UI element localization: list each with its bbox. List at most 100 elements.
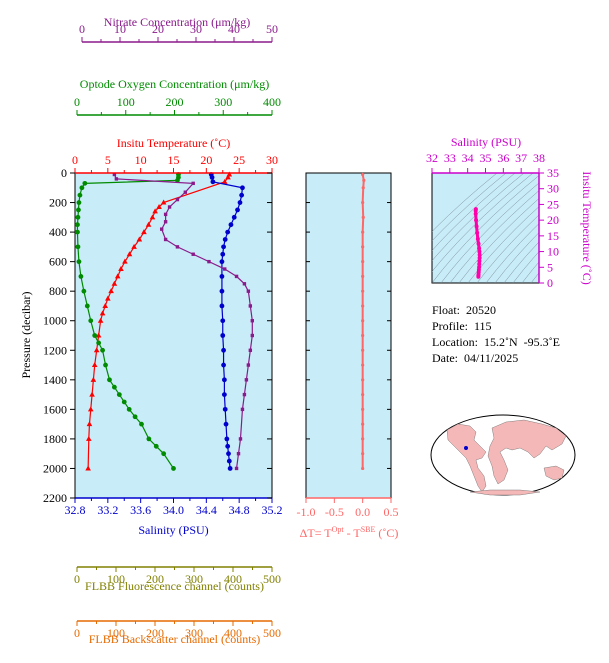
ts-diagram-series <box>473 207 482 279</box>
temperature-axis-tick-label: 5 <box>105 153 111 167</box>
salinity-point <box>220 318 226 324</box>
optode-oxygen-concentration-point <box>103 362 108 368</box>
nitrate-concentration-point <box>246 363 251 367</box>
insitu-temperature-point <box>85 465 91 471</box>
ts-profile-point <box>477 255 482 260</box>
salinity-axis-tick-label: 34.8 <box>229 503 250 517</box>
map-land-australia <box>543 465 565 481</box>
ts-density-contour <box>503 241 539 283</box>
nitrate-concentration-point <box>114 177 119 181</box>
nitrate-concentration-point <box>240 407 245 412</box>
pressure-tick-label: 400 <box>49 225 67 239</box>
nitrate-concentration-point <box>223 267 227 271</box>
optode-oxygen-concentration-point <box>77 192 83 198</box>
salinity-point <box>221 377 227 383</box>
ts-profile-point <box>473 208 478 213</box>
insitu-temperature-point <box>102 302 109 308</box>
salinity-point <box>222 406 228 412</box>
pressure-tick-label: 0 <box>61 166 67 180</box>
optode-oxygen-concentration-point <box>75 229 80 235</box>
optode-oxygen-concentration-point <box>81 288 87 294</box>
ts-profile-point <box>477 262 482 267</box>
temperature-axis-tick-label: 30 <box>266 153 278 167</box>
insitu-temperature-point <box>91 362 98 368</box>
salinity-point <box>239 192 245 198</box>
nitrate-concentration-point <box>242 392 247 397</box>
fluorescence-axis-title: FLBB Fluorescence channel (counts) <box>85 579 264 593</box>
optode-oxygen-concentration-point <box>146 436 152 442</box>
nitrate-concentration-line <box>113 174 253 469</box>
salinity-axis-tick-label: 33.2 <box>97 503 118 517</box>
salinity-point <box>224 436 230 442</box>
ts-temperature-tick-label: 35 <box>547 166 559 180</box>
nitrate-concentration-point <box>159 227 164 231</box>
ts-density-contour <box>476 214 539 283</box>
insitu-temperature-point <box>160 199 167 205</box>
t-point <box>361 348 365 352</box>
optode-oxygen-concentration-point <box>75 222 80 228</box>
t-point <box>361 422 365 426</box>
ts-profile-point <box>474 224 479 229</box>
t-point <box>361 274 365 279</box>
optode-oxygen-concentration-point <box>96 340 102 346</box>
salinity-axis-tick-label: 32.8 <box>65 503 86 517</box>
salinity-point <box>221 392 227 397</box>
t-point <box>361 230 365 234</box>
ts-profile-point <box>476 241 481 246</box>
t-point <box>361 172 365 177</box>
optode-oxygen-concentration-point <box>107 377 112 383</box>
nitrate-concentration-point <box>163 212 168 217</box>
oxygen-axis-tick-label: 0 <box>74 95 80 109</box>
insitu-temperature-point <box>126 251 133 257</box>
salinity-axis-tick-label: 33.6 <box>130 503 151 517</box>
optode-oxygen-concentration-point <box>84 303 90 309</box>
backscatter-axis-tick-label: 500 <box>263 626 281 640</box>
salinity-point <box>210 179 216 185</box>
salinity-axis-tick-label: 34.0 <box>163 503 184 517</box>
t-point <box>361 260 365 264</box>
salinity-point <box>226 451 231 457</box>
ts-salinity-tick-label: 35 <box>480 151 492 165</box>
salinity-point <box>219 303 225 309</box>
insitu-temperature-point <box>108 288 114 294</box>
insitu-temperature-point <box>86 421 93 427</box>
ts-temperature-tick-label: 10 <box>547 245 559 259</box>
ts-density-contour <box>432 173 507 242</box>
oxygen-axis-tick-label: 400 <box>263 95 281 109</box>
pressure-tick-label: 800 <box>49 284 67 298</box>
delta-t-title-superscript: Opt <box>332 525 345 534</box>
optode-oxygen-concentration-point <box>76 207 81 213</box>
insitu-temperature-point <box>85 435 92 441</box>
ts-profile-point <box>477 259 482 263</box>
ts-salinity-tick-label: 33 <box>444 151 456 165</box>
oxygen-axis-tick-label: 200 <box>166 95 184 109</box>
ts-temperature-tick-label: 25 <box>547 197 559 211</box>
ts-temperature-tick-label: 30 <box>547 182 559 196</box>
nitrate-concentration-point <box>238 437 243 441</box>
salinity-point <box>221 347 226 353</box>
insitu-temperature-point <box>122 258 128 264</box>
salinity-point <box>209 175 215 180</box>
optode-oxygen-concentration-point <box>76 259 82 265</box>
nitrate-concentration-point <box>175 197 180 202</box>
t-point <box>361 452 365 456</box>
profile-label: Profile: 115 <box>432 319 492 333</box>
ts-salinity-title: Salinity (PSU) <box>451 135 521 149</box>
insitu-temperature-point <box>87 406 94 412</box>
fluorescence-axis-tick-label: 400 <box>224 572 242 586</box>
t-point <box>361 466 365 471</box>
ts-profile-point <box>476 274 481 279</box>
nitrate-concentration-point <box>244 378 249 382</box>
t-point <box>361 333 365 338</box>
ts-density-contour <box>458 198 539 283</box>
float-location-marker <box>464 446 468 450</box>
ts-density-contour <box>432 173 534 272</box>
pressure-tick-label: 1800 <box>43 432 67 446</box>
optode-oxygen-concentration-point <box>82 180 88 186</box>
oxygen-axis-tick-label: 100 <box>117 95 135 109</box>
nitrate-concentration-point <box>248 304 253 308</box>
insitu-temperature-point <box>99 310 106 316</box>
nitrate-concentration-point <box>191 252 195 256</box>
nitrate-concentration-point <box>191 181 195 186</box>
